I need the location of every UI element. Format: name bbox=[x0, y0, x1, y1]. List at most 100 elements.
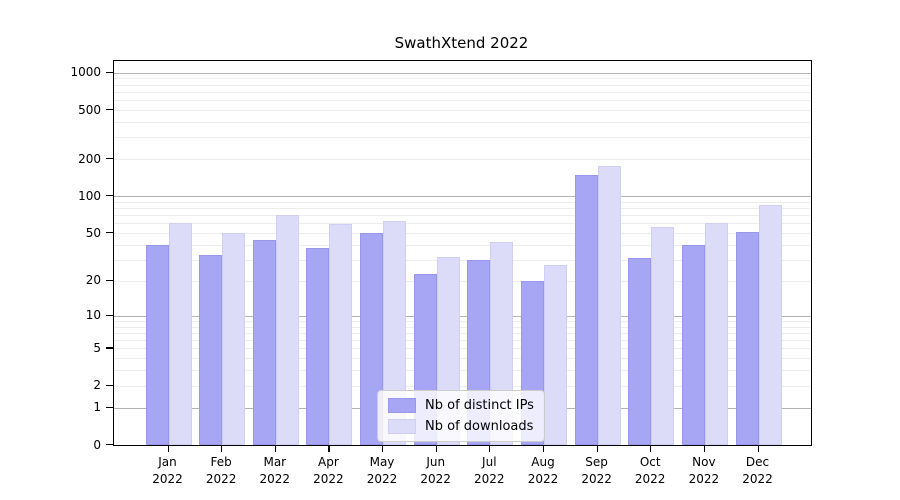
x-tick-label-aug: Aug 2022 bbox=[527, 455, 559, 486]
bar-distinct-ips-dec bbox=[735, 232, 759, 445]
minor-gridline-400 bbox=[114, 121, 811, 123]
minor-gridline-500 bbox=[114, 110, 811, 111]
major-gridline-100 bbox=[114, 196, 811, 198]
bar-distinct-ips-apr bbox=[306, 247, 330, 445]
bar-downloads-oct bbox=[651, 227, 675, 445]
legend-entry-downloads: Nb of downloads bbox=[388, 419, 534, 434]
x-axis-tick-jun bbox=[435, 445, 437, 452]
y-axis-tick-200 bbox=[106, 158, 113, 160]
y-axis-tick-1 bbox=[106, 406, 113, 408]
minor-gridline-600 bbox=[114, 100, 811, 102]
x-axis-tick-feb bbox=[221, 445, 223, 452]
bar-distinct-ips-sep bbox=[574, 174, 598, 445]
y-tick-label-20: 20 bbox=[85, 273, 101, 288]
minor-gridline-200 bbox=[114, 159, 811, 161]
y-axis-tick-20 bbox=[106, 279, 113, 282]
y-axis-tick-1000 bbox=[106, 71, 113, 73]
minor-gridline-900 bbox=[114, 78, 811, 80]
y-tick-label-100: 100 bbox=[78, 188, 101, 203]
bar-downloads-nov bbox=[704, 223, 728, 445]
minor-gridline-80 bbox=[114, 208, 811, 210]
bar-distinct-ips-mar bbox=[252, 239, 276, 445]
minor-gridline-20 bbox=[114, 280, 811, 282]
minor-gridline-60 bbox=[114, 223, 811, 225]
y-axis-tick-2 bbox=[106, 384, 113, 386]
y-axis-tick-10 bbox=[106, 314, 113, 316]
bar-downloads-jan bbox=[168, 223, 192, 445]
chart-title: SwathXtend 2022 bbox=[394, 34, 529, 52]
minor-gridline-50 bbox=[114, 233, 811, 235]
y-tick-label-500: 500 bbox=[78, 102, 101, 117]
minor-gridline-7 bbox=[114, 332, 811, 334]
x-axis-tick-oct bbox=[650, 445, 652, 452]
bar-downloads-dec bbox=[758, 204, 782, 445]
x-axis-tick-mar bbox=[274, 445, 276, 452]
minor-gridline-4 bbox=[114, 358, 811, 360]
x-tick-label-nov: Nov 2022 bbox=[688, 455, 720, 486]
y-axis-tick-100 bbox=[106, 195, 113, 197]
bar-distinct-ips-oct bbox=[628, 258, 652, 445]
x-axis-tick-apr bbox=[328, 445, 330, 452]
x-axis-tick-sep bbox=[596, 445, 598, 452]
bar-distinct-ips-nov bbox=[681, 244, 705, 445]
legend: Nb of distinct IPs Nb of downloads bbox=[377, 390, 545, 442]
y-tick-label-200: 200 bbox=[78, 151, 101, 166]
bar-downloads-feb bbox=[222, 233, 246, 445]
y-tick-label-5: 5 bbox=[93, 340, 101, 355]
minor-gridline-6 bbox=[114, 340, 811, 342]
minor-gridline-2 bbox=[114, 385, 811, 387]
minor-gridline-5 bbox=[114, 348, 811, 350]
x-tick-label-sep: Sep 2022 bbox=[581, 455, 612, 486]
minor-gridline-3 bbox=[114, 370, 811, 372]
y-axis-tick-500 bbox=[106, 109, 113, 111]
bar-downloads-aug bbox=[544, 265, 567, 445]
legend-label-distinct-ips: Nb of distinct IPs bbox=[425, 398, 534, 413]
bar-downloads-may bbox=[383, 220, 406, 445]
minor-gridline-700 bbox=[114, 91, 811, 93]
legend-swatch-downloads bbox=[388, 419, 416, 434]
x-tick-label-jan: Jan 2022 bbox=[152, 455, 183, 486]
minor-gridline-8 bbox=[114, 326, 811, 328]
legend-label-downloads: Nb of downloads bbox=[425, 419, 534, 434]
y-axis-tick-5 bbox=[106, 347, 113, 349]
major-gridline-1000 bbox=[114, 72, 811, 74]
x-tick-label-oct: Oct 2022 bbox=[634, 455, 666, 486]
y-tick-label-0: 0 bbox=[93, 437, 101, 452]
y-axis-tick-0 bbox=[106, 444, 113, 446]
legend-entry-distinct-ips: Nb of distinct IPs bbox=[388, 398, 534, 413]
y-tick-label-2: 2 bbox=[93, 378, 101, 393]
y-tick-label-1000: 1000 bbox=[70, 65, 101, 80]
x-tick-label-apr: Apr 2022 bbox=[313, 455, 344, 486]
minor-gridline-300 bbox=[114, 137, 811, 139]
x-tick-label-feb: Feb 2022 bbox=[205, 455, 237, 486]
x-axis-tick-nov bbox=[703, 445, 706, 452]
minor-gridline-9 bbox=[114, 320, 811, 322]
x-axis-tick-dec bbox=[757, 445, 759, 452]
bar-downloads-sep bbox=[597, 166, 621, 445]
major-gridline-10 bbox=[114, 315, 811, 317]
x-axis-tick-aug bbox=[543, 445, 545, 452]
legend-swatch-distinct-ips bbox=[388, 398, 416, 413]
x-tick-label-jul: Jul 2022 bbox=[474, 455, 505, 486]
minor-gridline-70 bbox=[114, 215, 811, 217]
x-tick-label-dec: Dec 2022 bbox=[742, 455, 773, 486]
minor-gridline-30 bbox=[114, 259, 811, 261]
y-tick-label-10: 10 bbox=[85, 308, 101, 323]
x-axis-tick-jul bbox=[489, 445, 491, 452]
y-tick-label-1: 1 bbox=[93, 400, 101, 415]
bar-distinct-ips-jan bbox=[145, 244, 169, 445]
y-tick-label-50: 50 bbox=[85, 225, 101, 240]
minor-gridline-40 bbox=[114, 244, 811, 246]
bar-downloads-mar bbox=[275, 215, 299, 445]
x-axis-tick-may bbox=[382, 445, 384, 452]
x-tick-label-may: May 2022 bbox=[366, 455, 398, 486]
minor-gridline-90 bbox=[114, 201, 811, 203]
plot-area: Nb of distinct IPs Nb of downloads bbox=[113, 60, 812, 446]
x-tick-label-jun: Jun 2022 bbox=[420, 455, 451, 486]
x-tick-label-mar: Mar 2022 bbox=[259, 455, 291, 486]
bar-distinct-ips-feb bbox=[199, 254, 223, 445]
minor-gridline-800 bbox=[114, 84, 811, 86]
x-axis-tick-jan bbox=[167, 445, 169, 452]
y-axis-tick-50 bbox=[106, 232, 113, 234]
